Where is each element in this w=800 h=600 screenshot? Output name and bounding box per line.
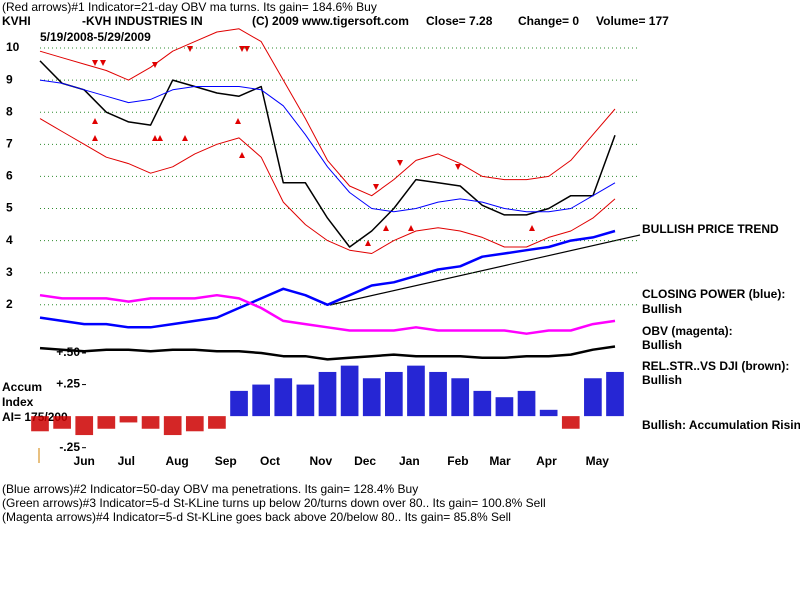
y-tick-label: +.50 (56, 345, 80, 359)
company: -KVH INDUSTRIES IN (82, 14, 203, 28)
bar (75, 416, 94, 436)
bar (606, 371, 624, 417)
y-tick-label: 3 (6, 265, 13, 279)
y-tick-label: 7 (6, 136, 13, 150)
obv-label: OBV (magenta): (642, 324, 733, 338)
bar (119, 416, 138, 423)
bar (340, 365, 359, 417)
bar (584, 378, 602, 417)
series-line (39, 79, 616, 213)
y-tick-label: -.25 (59, 440, 80, 454)
bar (208, 416, 226, 429)
accum-subtitle: Index (2, 395, 34, 409)
rs-label: REL.STR..VS DJI (brown): (642, 359, 789, 373)
bar (539, 409, 558, 417)
x-tick-label: Mar (489, 454, 511, 468)
bar (31, 416, 49, 432)
y-tick-label: +.25 (56, 377, 80, 391)
change: Change= 0 (518, 14, 579, 28)
bar (318, 371, 337, 417)
bar (141, 416, 160, 429)
obv-value: Bullish (642, 338, 682, 352)
x-tick-label: Jan (399, 454, 420, 468)
bar (407, 365, 425, 417)
y-tick-label: 10 (6, 40, 20, 54)
bar (517, 390, 536, 417)
x-tick-label: May (586, 454, 610, 468)
volume: Volume= 177 (596, 14, 669, 28)
bar (53, 416, 71, 429)
date-range: 5/19/2008-5/29/2009 (40, 30, 151, 44)
rs-value: Bullish (642, 373, 682, 387)
accum-title: Accum (2, 380, 42, 394)
bar (163, 416, 182, 436)
y-tick-label: 4 (6, 233, 13, 247)
bar (495, 397, 514, 417)
footer-line: (Magenta arrows)#4 Indicator=5-d St-KLin… (2, 510, 511, 524)
bar (97, 416, 116, 429)
x-tick-label: Jun (74, 454, 95, 468)
series-line (39, 293, 616, 335)
symbol: KVHI (2, 14, 31, 28)
bar (185, 416, 204, 432)
accum-label: Bullish: Accumulation Rising (642, 418, 800, 432)
bar (274, 378, 293, 417)
x-tick-label: Nov (310, 454, 333, 468)
series-line (39, 229, 616, 329)
bar (473, 390, 492, 417)
cp-value: Bullish (642, 302, 682, 316)
bar (252, 384, 270, 417)
bar (230, 390, 248, 417)
series-line (39, 60, 616, 248)
series-line (39, 118, 616, 254)
x-tick-label: Feb (447, 454, 468, 468)
trend-label: BULLISH PRICE TREND (642, 222, 779, 236)
cp-label: CLOSING POWER (blue): (642, 287, 785, 301)
y-tick-label: 2 (6, 297, 13, 311)
x-tick-label: Sep (215, 454, 237, 468)
trend-line (329, 234, 641, 306)
series-line (39, 28, 616, 197)
y-tick-label: 9 (6, 72, 13, 86)
y-tick-label: 6 (6, 169, 13, 183)
x-tick-label: Oct (260, 454, 280, 468)
y-tick-label: 8 (6, 104, 13, 118)
copyright: (C) 2009 www.tigersoft.com (252, 14, 409, 28)
x-tick-label: Aug (165, 454, 188, 468)
bar (429, 371, 447, 417)
bar (296, 384, 315, 417)
bar (561, 416, 580, 429)
close: Close= 7.28 (426, 14, 493, 28)
x-tick-label: Apr (536, 454, 557, 468)
bar (362, 378, 381, 417)
bar (451, 378, 470, 417)
series-line (39, 345, 616, 361)
x-tick-label: Dec (354, 454, 376, 468)
bar (385, 371, 403, 417)
footer-line: (Green arrows)#3 Indicator=5-d St-KLine … (2, 496, 546, 510)
x-tick-label: Jul (118, 454, 135, 468)
footer-line: (Blue arrows)#2 Indicator=50-day OBV ma … (2, 482, 418, 496)
y-tick-label: 5 (6, 201, 13, 215)
header-line: (Red arrows)#1 Indicator=21-day OBV ma t… (2, 0, 377, 14)
